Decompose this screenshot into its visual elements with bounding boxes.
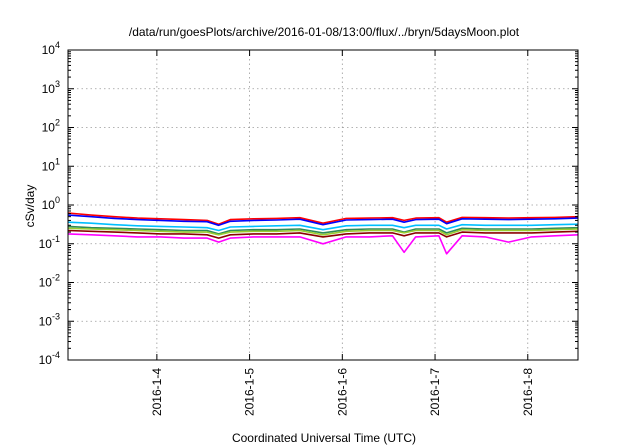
chart-title: /data/run/goesPlots/archive/2016-01-08/1… — [129, 25, 520, 39]
y-axis-label: cSv/day — [23, 185, 37, 228]
y-tick-label: 10-3 — [39, 311, 60, 328]
x-tick-label: 2016-1-8 — [521, 368, 535, 416]
series-line-4 — [67, 225, 579, 235]
y-tick-label: 101 — [42, 156, 60, 173]
series-line-1 — [67, 212, 579, 225]
series-line-5 — [67, 227, 579, 236]
x-tick-label: 2016-1-6 — [335, 368, 349, 416]
x-axis-label: Coordinated Universal Time (UTC) — [232, 431, 416, 445]
series-line-6 — [67, 229, 579, 239]
series-line-7 — [67, 233, 579, 255]
x-tick-labels: 2016-1-4 2016-1-5 2016-1-6 2016-1-7 2016-1-8 — [150, 368, 535, 416]
y-tick-label: 104 — [42, 40, 60, 57]
x-tick-label: 2016-1-5 — [243, 368, 257, 416]
x-tick-label: 2016-1-7 — [428, 368, 442, 416]
series-group — [67, 212, 579, 255]
y-tick-label: 10-4 — [39, 350, 60, 367]
x-tick-label: 2016-1-4 — [150, 368, 164, 416]
series-line-3 — [67, 221, 579, 232]
series-line-2 — [67, 214, 579, 227]
y-tick-label: 102 — [42, 118, 60, 135]
plot-area — [68, 50, 578, 360]
y-tick-label: 100 — [42, 195, 60, 212]
y-tick-labels: 10-4 10-3 10-2 10-1 100 101 102 103 104 — [39, 40, 60, 367]
y-tick-label: 103 — [42, 79, 60, 96]
y-tick-label: 10-1 — [39, 234, 60, 251]
y-tick-label: 10-2 — [39, 273, 60, 290]
ticks — [68, 49, 578, 361]
